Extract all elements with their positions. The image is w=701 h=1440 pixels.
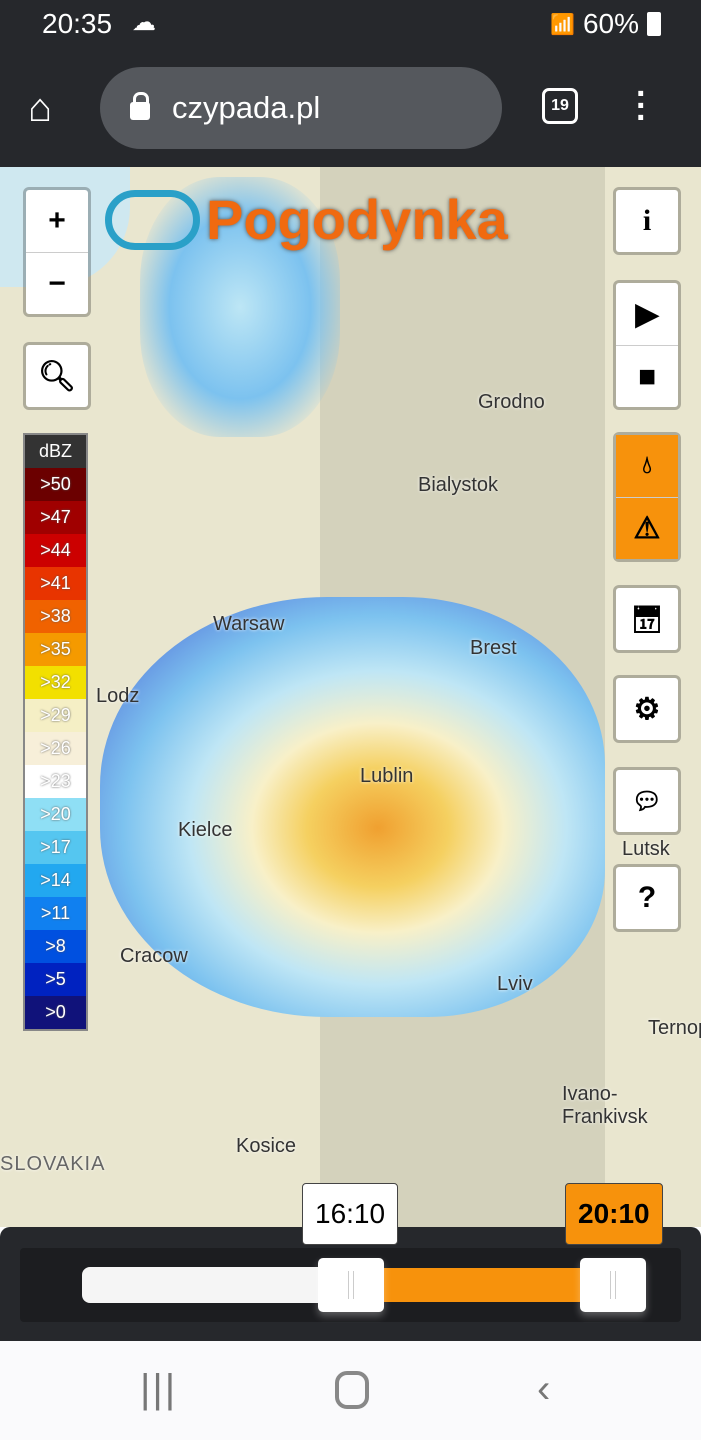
search-control: 🔍︎: [23, 342, 91, 410]
warning-icon[interactable]: ⚠: [616, 497, 678, 559]
zoom-out-button[interactable]: −: [26, 252, 88, 314]
legend-item: >11: [25, 897, 86, 930]
battery-icon: [647, 12, 661, 36]
browser-toolbar: ⌂ czypada.pl 19 · · ·: [0, 50, 701, 167]
info-control: i: [613, 187, 681, 255]
play-icon[interactable]: ▶: [635, 297, 659, 331]
pogodynka-logo: Pogodynka: [105, 187, 508, 252]
url-text: czypada.pl: [172, 90, 321, 125]
legend-item: >35: [25, 633, 86, 666]
legend-item: >26: [25, 732, 86, 765]
timeline-bar[interactable]: [82, 1267, 352, 1303]
cloud-icon: ☁: [132, 9, 156, 36]
help-control: ?: [613, 864, 681, 932]
comment-icon[interactable]: 💬︎: [631, 787, 663, 815]
legend-item: >38: [25, 600, 86, 633]
tab-switcher-button[interactable]: 19: [542, 88, 578, 124]
dbz-legend: dBZ >50 >47 >44 >41 >38 >35 >32 >29 >26 >23 >20 >17 >…: [23, 433, 88, 1031]
back-icon[interactable]: ‹: [537, 1367, 551, 1411]
start-time-handle[interactable]: [318, 1258, 384, 1312]
city-label: Grodno: [478, 391, 545, 413]
radar-echo: [100, 597, 605, 1017]
city-label: Lviv: [497, 973, 533, 995]
cloud-rain-icon: [105, 189, 200, 250]
legend-item: >14: [25, 864, 86, 897]
legend-item: >47: [25, 501, 86, 534]
legend-item: >23: [25, 765, 86, 798]
legend-item: >29: [25, 699, 86, 732]
city-label: Brest: [470, 637, 517, 659]
zoom-control: + −: [23, 187, 91, 317]
city-label: Bialystok: [418, 474, 499, 496]
status-bar: 20:35 ☁ 📶 60%: [0, 0, 701, 50]
wifi-icon: 📶: [550, 13, 575, 36]
zoom-in-button[interactable]: +: [48, 204, 66, 237]
timeline-selected-range: [380, 1268, 585, 1302]
city-label: Ternopil: [648, 1017, 701, 1039]
start-time-label: 16:10: [302, 1183, 399, 1245]
city-label: Lublin: [360, 765, 414, 787]
legend-item: >5: [25, 963, 86, 996]
city-label: Kielce: [178, 819, 233, 841]
country-label: SLOVAKIA: [0, 1153, 106, 1175]
home-nav-icon[interactable]: [335, 1371, 369, 1409]
calendar-icon[interactable]: 📅︎: [630, 603, 664, 634]
city-label: Kosice: [236, 1135, 297, 1157]
end-time-label: 20:10: [565, 1183, 663, 1245]
search-icon[interactable]: 🔍︎: [37, 359, 77, 393]
lock-icon: [130, 92, 150, 120]
city-label: Lutsk: [622, 838, 670, 860]
rain-drop-icon[interactable]: 💧︎: [616, 435, 678, 497]
clock: 20:35: [42, 8, 113, 39]
legend-item: >50: [25, 468, 86, 501]
legend-item: >20: [25, 798, 86, 831]
help-button[interactable]: ?: [637, 881, 657, 914]
end-time-handle[interactable]: [580, 1258, 646, 1312]
stop-icon[interactable]: ■: [616, 345, 678, 407]
android-nav-bar: ||| ‹: [0, 1341, 701, 1440]
more-menu-icon[interactable]: · · ·: [636, 75, 648, 137]
home-icon[interactable]: ⌂: [28, 86, 53, 130]
legend-item: >32: [25, 666, 86, 699]
comment-control: 💬︎: [613, 767, 681, 835]
radar-map[interactable]: Grodno Bialystok Warsaw Brest Lodz Lubli…: [0, 167, 701, 1227]
playback-control: ▶ ■: [613, 280, 681, 410]
city-label: Warsaw: [213, 613, 285, 635]
battery-percent: 60%: [582, 8, 639, 39]
legend-item: >17: [25, 831, 86, 864]
legend-item: >0: [25, 996, 86, 1029]
legend-item: >41: [25, 567, 86, 600]
info-button[interactable]: i: [642, 204, 652, 237]
city-label: Cracow: [120, 945, 188, 967]
address-bar[interactable]: czypada.pl: [100, 67, 502, 149]
legend-item: >8: [25, 930, 86, 963]
recent-apps-icon[interactable]: |||: [140, 1367, 178, 1411]
gear-icon[interactable]: ⚙: [633, 692, 661, 726]
legend-item: >44: [25, 534, 86, 567]
city-label: Lodz: [96, 685, 140, 707]
date-control: 📅︎: [613, 585, 681, 653]
settings-control: ⚙: [613, 675, 681, 743]
layer-control: 💧︎ ⚠: [613, 432, 681, 562]
legend-title: dBZ: [25, 435, 86, 468]
city-label: Ivano-Frankivsk: [562, 1083, 648, 1128]
